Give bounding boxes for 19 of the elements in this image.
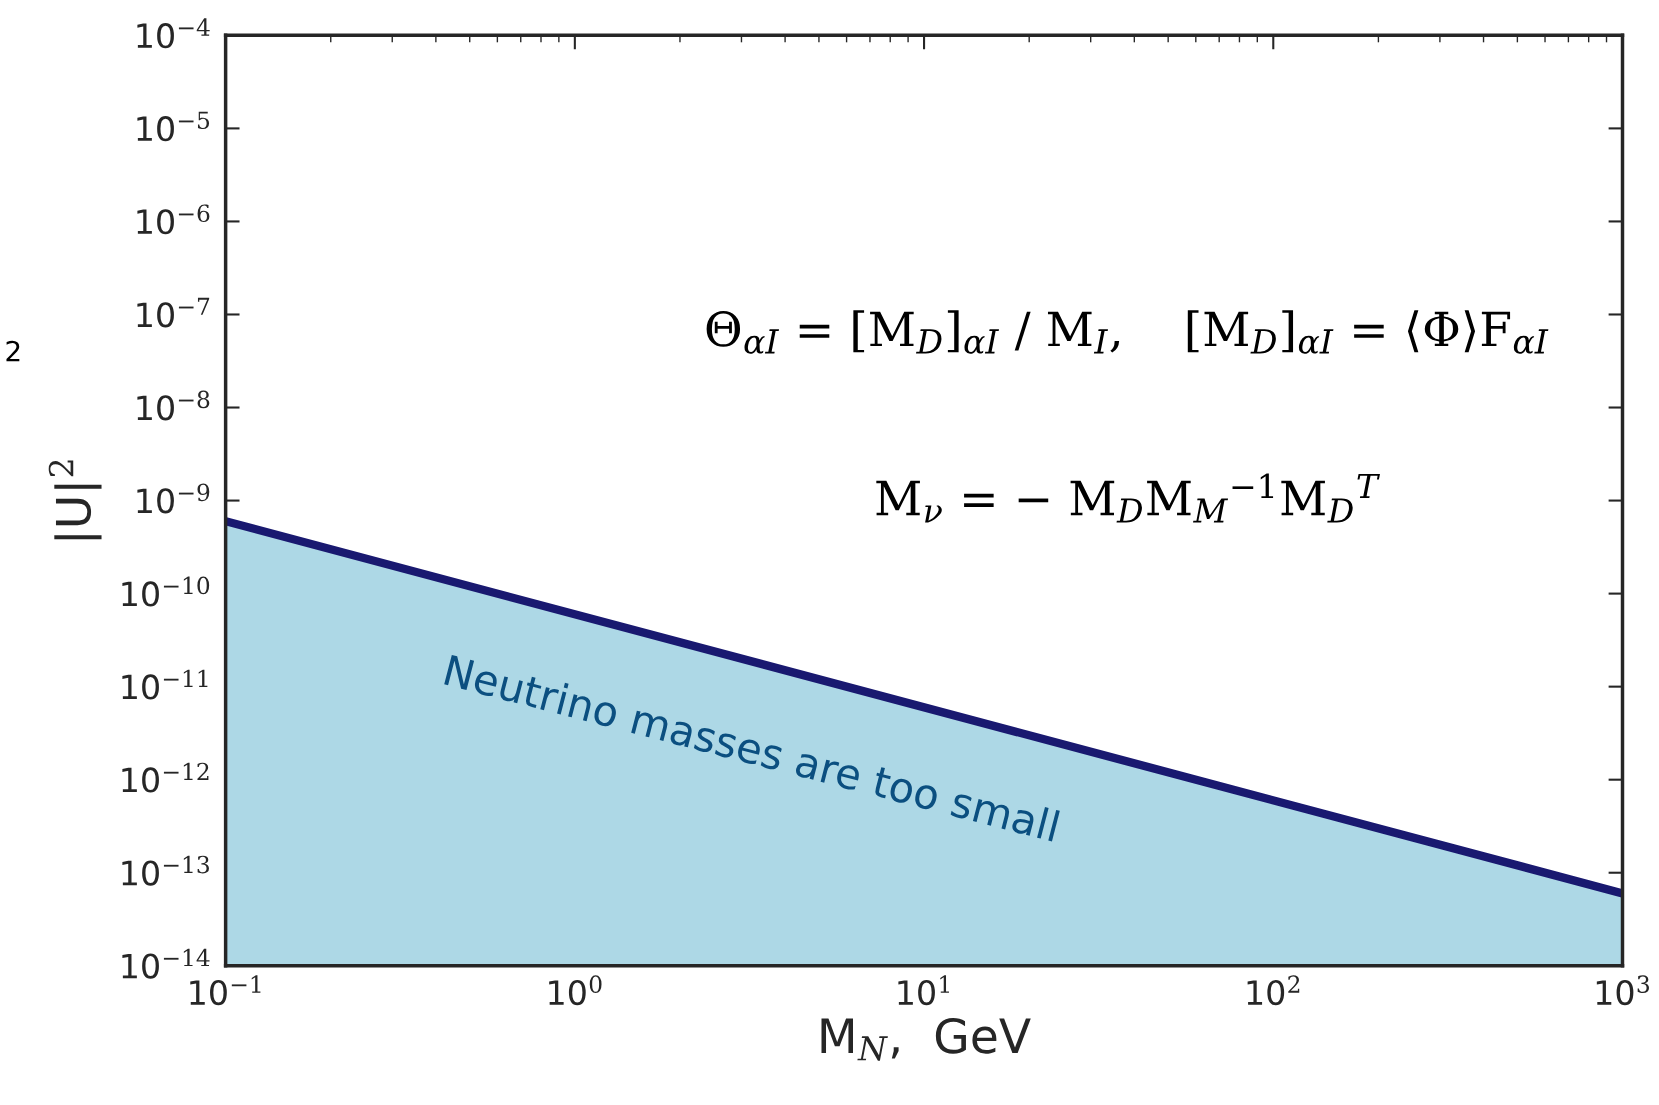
x-tick-label: 10$^{3}$ (1596, 975, 1649, 1006)
x-axis-title: M$_{N}$, GeV (821, 1017, 1031, 1061)
x-tick-label: 10$^{0}$ (549, 975, 602, 1006)
y-tick-label: 10$^{−13}$ (122, 855, 209, 886)
x-tick-label: 10$^{1}$ (898, 975, 949, 1006)
y-tick-label: 10$^{−6}$ (137, 204, 210, 235)
y-tick-label: 10$^{−5}$ (137, 111, 210, 142)
y-axis-title: |U|$^{2}$ (48, 460, 102, 540)
text: 2 (6, 340, 20, 362)
x-tick-label: 10$^{2}$ (1247, 975, 1300, 1006)
y-tick-label: 10$^{−10}$ (122, 576, 210, 607)
text: Θ$_{αI}$ = [M$_{D}$]$_{αI}$ / M$_{I}$, [M$_{D}$]$_{αI}$ = ⟨Φ⟩F$_{αI}$ (706, 310, 1549, 354)
y-tick-label: 10$^{−11}$ (122, 669, 208, 700)
y-tick-label: 10$^{−4}$ (137, 18, 210, 49)
y-tick-label: 10$^{−12}$ (122, 762, 209, 793)
text: M$_{ν}$ = − M$_{D}$M$_{M}$$^{−1}$M$_{D}$$^{T}$ (876, 473, 1380, 523)
y-tick-label: 10$^{−9}$ (137, 483, 210, 514)
y-tick-label: 10$^{−7}$ (137, 297, 210, 328)
y-tick-label: 10$^{−8}$ (137, 390, 210, 421)
